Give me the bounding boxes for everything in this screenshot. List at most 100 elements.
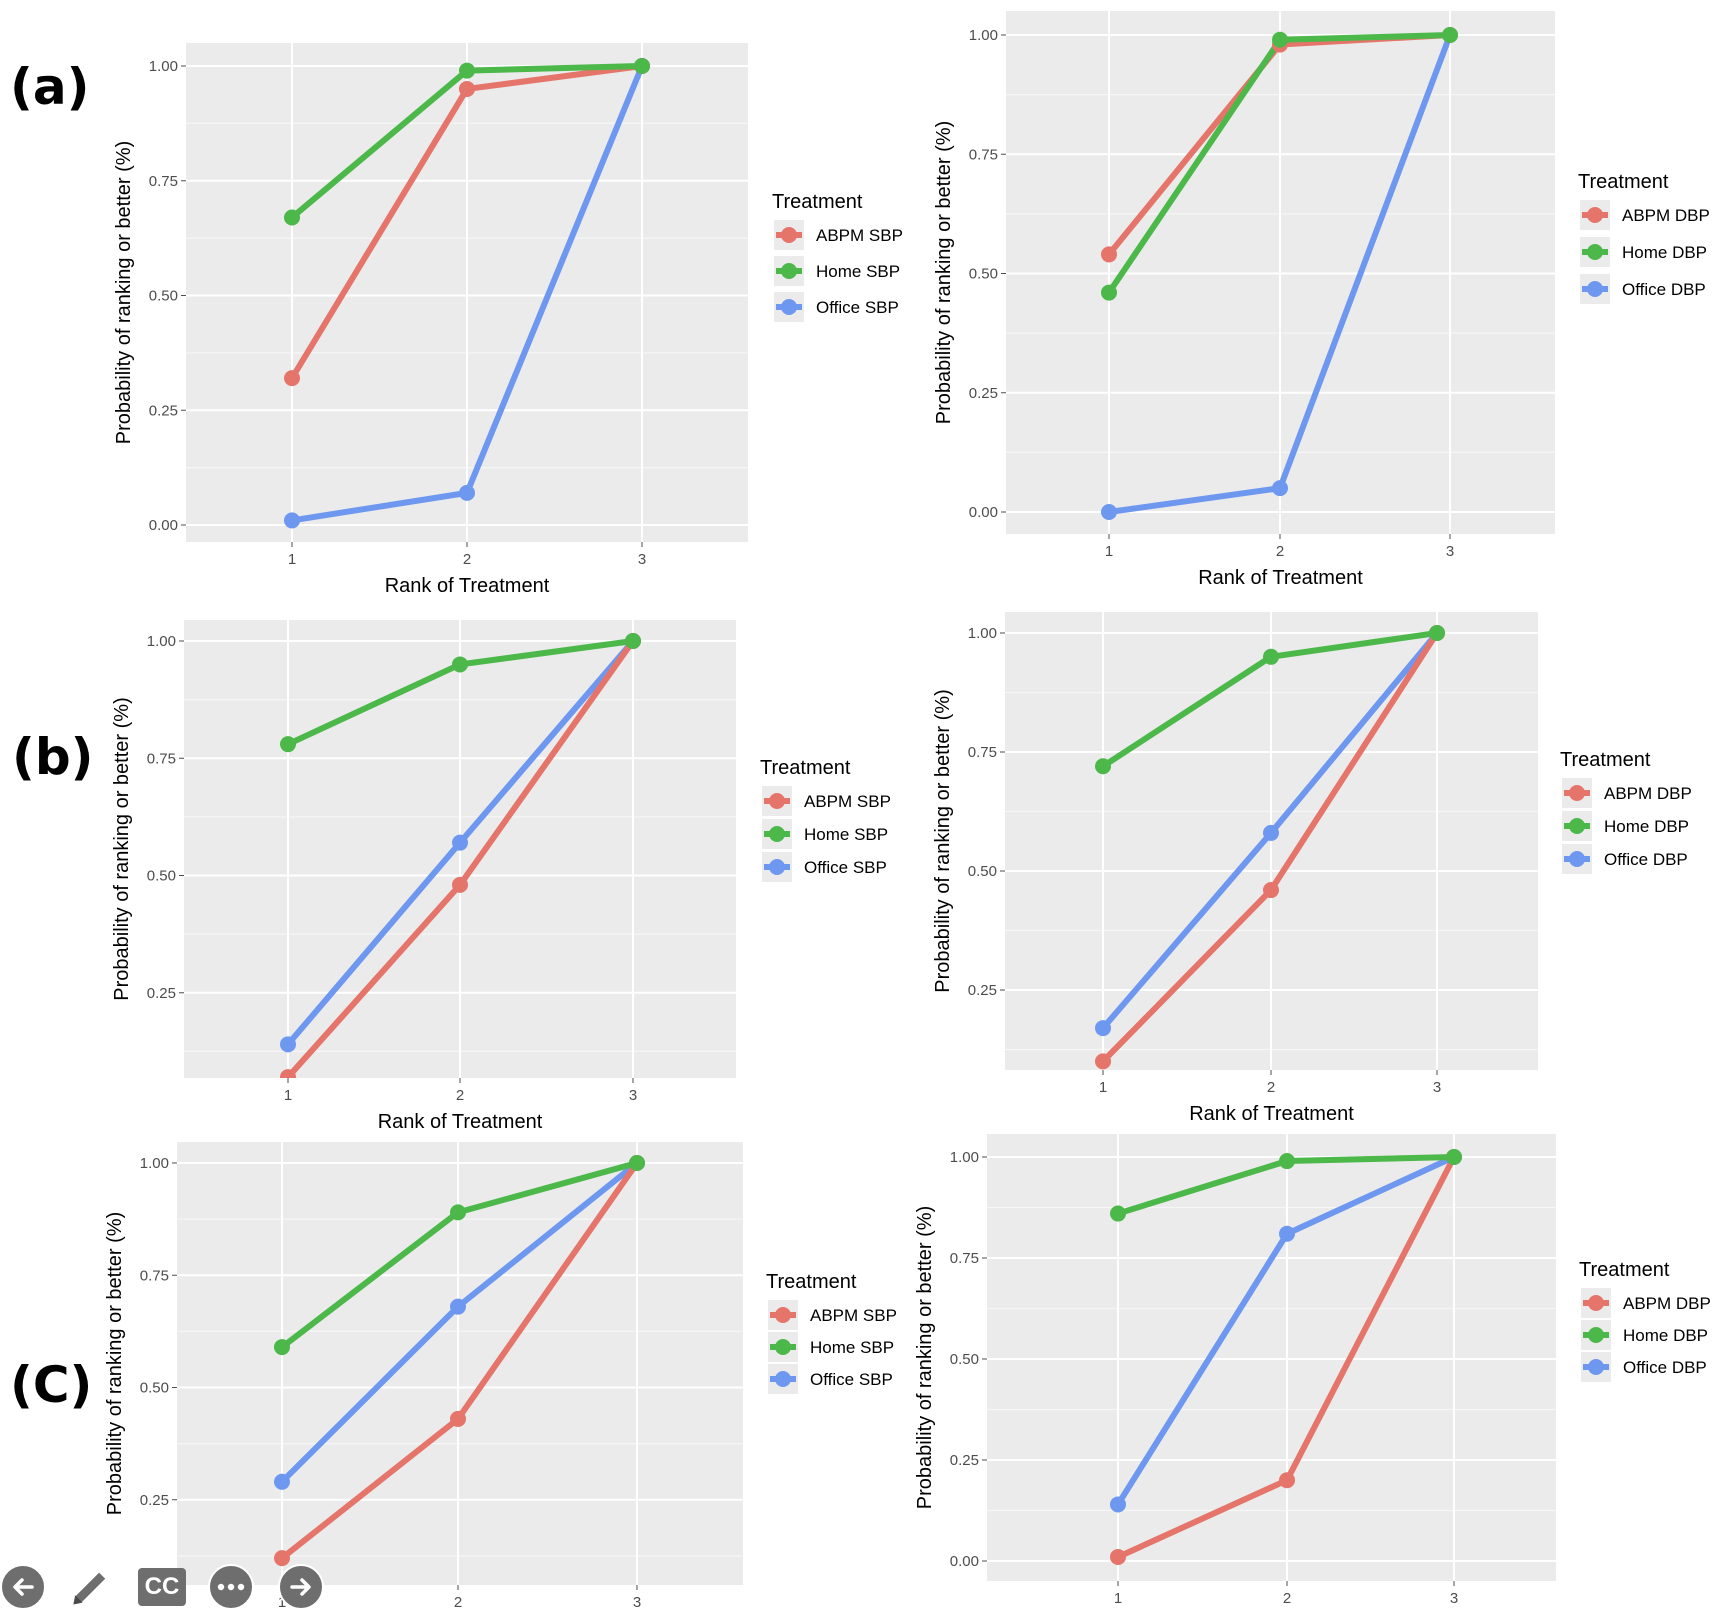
data-point [1272,480,1288,497]
legend-title: Treatment [1579,1259,1670,1281]
legend-key-point [1588,1327,1604,1343]
data-point [1095,1020,1111,1037]
legend-label: Office SBP [816,298,899,317]
more-icon [217,1583,245,1591]
x-tick-label: 2 [1276,543,1284,560]
y-tick-label: 0.25 [149,402,178,419]
x-tick-label: 3 [633,1594,641,1611]
x-axis-title: Rank of Treatment [1189,1103,1354,1125]
captions-button[interactable]: CC [138,1568,186,1606]
y-tick-label: 0.25 [140,1492,169,1509]
chart-1: 0.00 0.25 0.50 0.75 1.00 1 2 3 Rank of Treatment… [113,43,903,597]
y-axis-title: Probability of ranking or better (%) [113,141,135,444]
back-button[interactable] [0,1564,46,1610]
x-tick-label: 3 [629,1087,637,1104]
data-point [280,1069,296,1078]
y-tick-label: 0.25 [950,1452,979,1469]
presentation-toolbar: CC [0,1560,340,1614]
x-tick-label: 3 [638,551,646,568]
legend-key-point [1569,851,1585,867]
legend-key-point [775,1307,791,1323]
legend-title: Treatment [772,191,863,213]
y-tick-label: 1.00 [968,625,997,642]
legend-label: Office DBP [1622,280,1706,299]
y-tick-label: 0.50 [140,1380,169,1397]
y-tick-label: 1.00 [950,1149,979,1166]
legend-label: Office SBP [804,858,887,877]
x-axis-title: Rank of Treatment [1198,567,1363,589]
data-point [1101,284,1117,301]
data-point [625,633,641,649]
legend-label: Office DBP [1623,1358,1707,1377]
data-point [1263,824,1279,841]
data-point [1101,246,1117,263]
y-tick-label: 0.25 [968,982,997,999]
panel-label-c: (C) [10,1356,93,1414]
data-point [280,736,296,753]
data-point [450,1204,466,1221]
y-tick-label: 0.75 [140,1267,169,1284]
legend-label: ABPM DBP [1623,1294,1711,1313]
legend-title: Treatment [1578,171,1669,193]
y-tick-label: 1.00 [969,27,998,44]
x-tick-label: 2 [456,1087,464,1104]
x-tick-label: 3 [1446,543,1454,560]
data-point [634,58,650,74]
data-point [1095,1053,1111,1070]
y-axis-title: Probability of ranking or better (%) [111,697,133,1000]
data-point [1446,1149,1462,1165]
legend-key-point [781,299,797,315]
legend-title: Treatment [1560,749,1651,771]
legend-label: Office SBP [810,1370,893,1389]
plot-panel [987,1134,1556,1581]
y-tick-label: 0.00 [969,504,998,521]
series-layer [1095,625,1445,1070]
legend-label: ABPM SBP [810,1306,897,1325]
data-point [1429,625,1445,641]
data-point [1442,27,1458,43]
data-point [274,1473,290,1490]
legend-label: Home SBP [816,262,900,281]
data-point [1272,31,1288,48]
series-layer [274,1155,645,1567]
legend-label: ABPM DBP [1622,206,1710,225]
y-tick-label: 0.25 [147,985,176,1002]
data-point [1101,504,1117,520]
data-point [1263,882,1279,899]
series-layer [284,58,650,529]
chart-4: 0.25 0.50 0.75 1.00 1 2 3 Rank of Treatment Prob… [932,612,1692,1125]
pen-button[interactable] [66,1564,112,1610]
legend-key-point [775,1371,791,1387]
legend-key-point [769,793,785,809]
chart-2: 0.00 0.25 0.50 0.75 1.00 1 2 3 Rank of Treatment… [933,11,1710,589]
y-tick-label: 1.00 [140,1155,169,1172]
y-tick-label: 0.50 [147,868,176,885]
data-point [284,370,300,387]
y-tick-label: 0.00 [950,1553,979,1570]
panel-label-a: (a) [10,58,90,116]
legend-key-point [1569,785,1585,801]
x-tick-label: 2 [454,1594,462,1611]
forward-button[interactable] [278,1564,324,1610]
data-point [629,1155,645,1171]
y-tick-label: 0.50 [968,863,997,880]
data-point [452,876,468,893]
data-point [280,1036,296,1053]
more-button[interactable] [208,1564,254,1610]
data-point [284,512,300,529]
y-tick-label: 1.00 [149,58,178,75]
x-tick-label: 1 [288,551,296,568]
legend-key-point [1588,1359,1604,1375]
x-tick-label: 1 [1105,543,1113,560]
data-point [1279,1472,1295,1489]
legend-key-point [1587,281,1603,297]
y-tick-label: 0.75 [149,173,178,190]
y-tick-label: 0.75 [950,1250,979,1267]
data-point [1110,1496,1126,1513]
y-axis-title: Probability of ranking or better (%) [914,1206,936,1509]
x-tick-label: 1 [1114,1590,1122,1607]
legend-label: ABPM SBP [804,792,891,811]
x-tick-label: 2 [1267,1079,1275,1096]
